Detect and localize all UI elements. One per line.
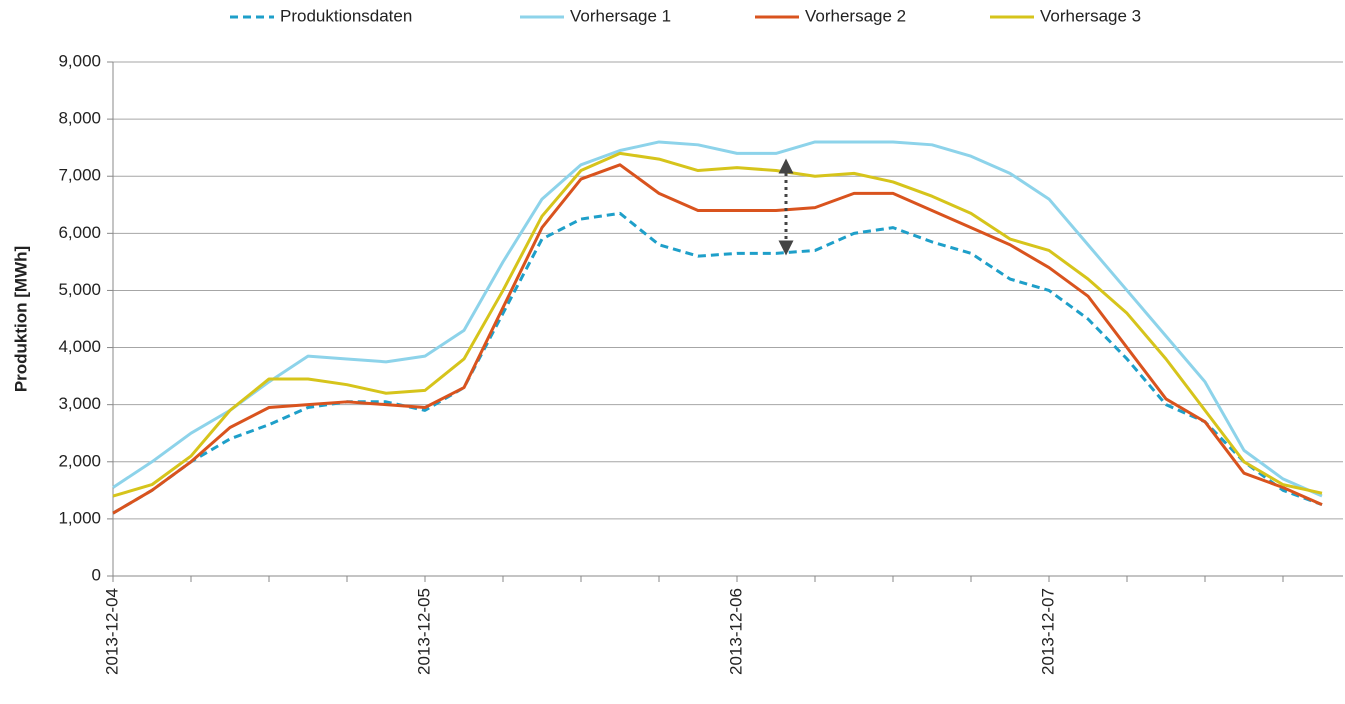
x-tick-label: 2013-12-05	[414, 588, 433, 675]
legend-label: Produktionsdaten	[280, 6, 412, 25]
x-tick-label: 2013-12-07	[1038, 588, 1057, 675]
y-tick-label: 2,000	[58, 451, 101, 470]
y-tick-label: 1,000	[58, 508, 101, 527]
y-tick-label: 3,000	[58, 394, 101, 413]
y-axis-label: Produktion [MWh]	[11, 246, 30, 392]
x-tick-label: 2013-12-04	[102, 588, 121, 675]
legend-label: Vorhersage 2	[805, 6, 906, 25]
y-tick-label: 8,000	[58, 109, 101, 128]
legend-label: Vorhersage 3	[1040, 6, 1141, 25]
series-line	[112, 163, 1323, 515]
y-tick-label: 9,000	[58, 51, 101, 70]
x-tick-label: 2013-12-06	[726, 588, 745, 675]
series-line	[112, 211, 1323, 515]
y-tick-label: 7,000	[58, 166, 101, 185]
y-tick-label: 4,000	[58, 337, 101, 356]
y-tick-label: 6,000	[58, 223, 101, 242]
legend: Produktionsdaten Vorhersage 1 Vorhersage 2…	[230, 6, 1141, 25]
series-line	[112, 151, 1323, 498]
y-tick-label: 0	[92, 565, 101, 584]
y-tick-label: 5,000	[58, 280, 101, 299]
legend-label: Vorhersage 1	[570, 6, 671, 25]
series-line	[112, 140, 1323, 498]
